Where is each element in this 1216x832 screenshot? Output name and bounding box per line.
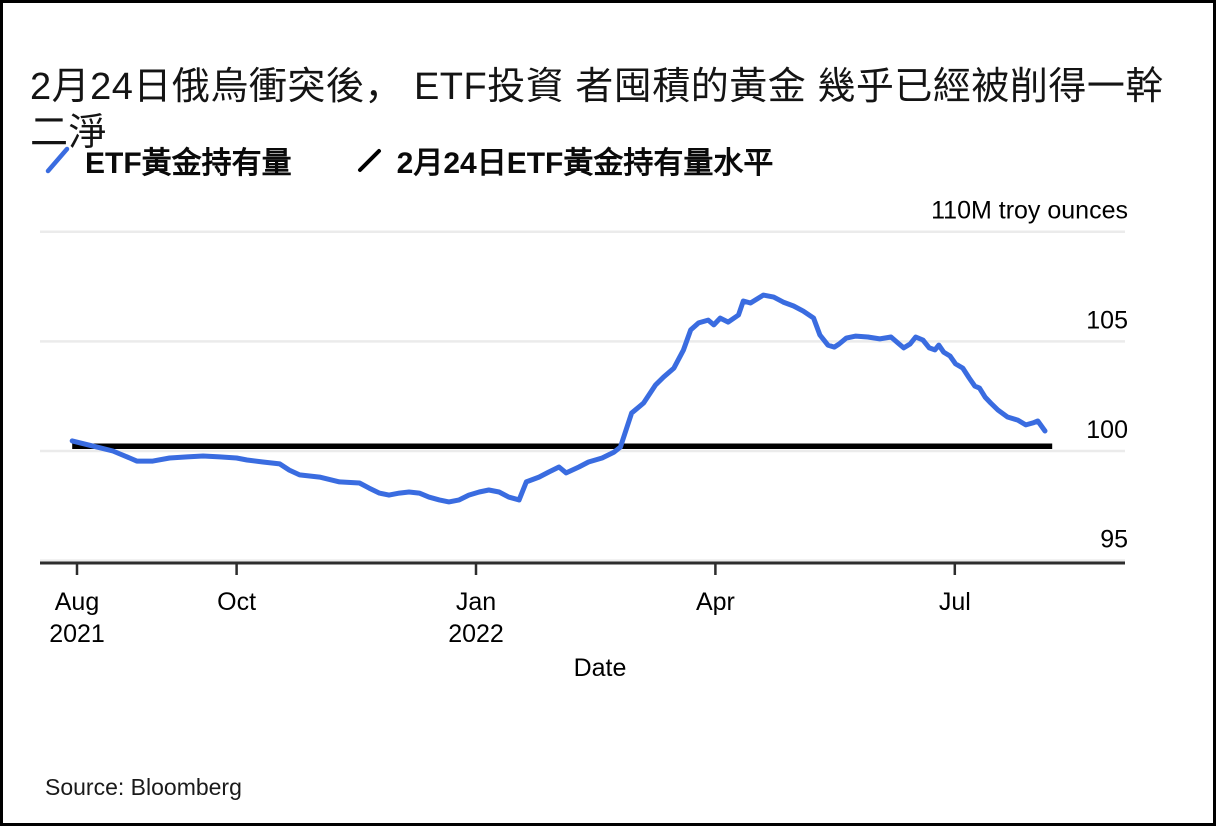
x-tick-label-Aug: Aug [55,588,99,616]
y-tick-label-100: 100 [1086,416,1128,444]
source-note: Source: Bloomberg [45,774,242,800]
x-tick-label-Oct: Oct [217,588,256,616]
etf-gold-holdings-line [69,292,1048,505]
x-tick-sublabel-2022: 2022 [448,620,504,648]
legend-item-etf-holdings: ETF黃金持有量 [44,138,292,182]
black-slash-icon [357,149,381,172]
x-tick-label-Jul: Jul [939,588,971,616]
x-axis-title: Date [574,654,627,682]
blue-slash-icon [45,146,70,174]
legend-label-etf-holdings: ETF黃金持有量 [85,147,292,180]
legend-item-feb24-level: 2月24日ETF黃金持有量水平 [356,138,774,182]
chart-title: 2月24日俄烏衝突後， ETF投資 者囤積的黃金 幾乎已經被削得一幹 二淨 [30,66,1164,155]
x-tick-label-Apr: Apr [696,588,735,616]
x-tick-label-Jan: Jan [456,588,496,616]
y-tick-label-110: 110M troy ounces [931,197,1128,225]
x-tick-sublabel-2021: 2021 [49,620,105,648]
y-tick-label-105: 105 [1086,306,1128,334]
y-tick-label-95: 95 [1100,526,1128,554]
chart-legend: ETF黃金持有量 2月24日ETF黃金持有量水平 [44,138,773,182]
legend-label-feb24-level: 2月24日ETF黃金持有量水平 [396,147,774,180]
